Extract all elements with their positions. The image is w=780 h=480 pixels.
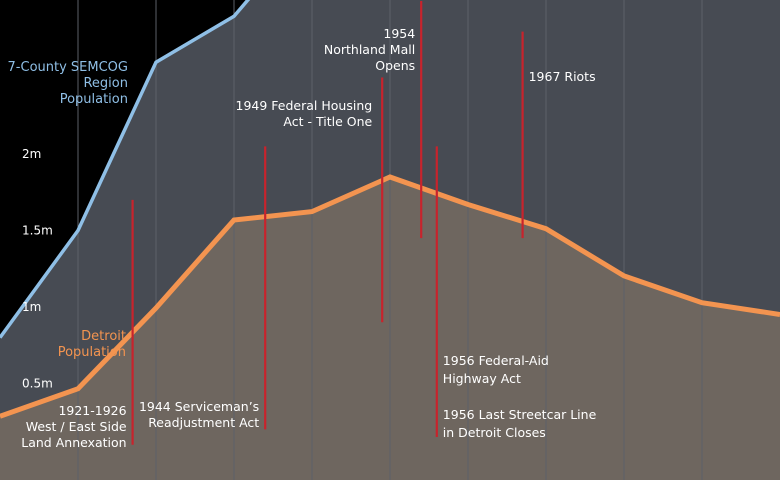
series-labels: 7-County SEMCOG Region Population Detroit Po… <box>8 60 128 360</box>
y-tick-labels: 0.5m 1m 1.5m 2m <box>22 147 53 391</box>
detroit-series-label: Detroit Population <box>58 329 126 360</box>
annotation-label: 1967 Riots <box>529 69 596 84</box>
annotation-label: 1949 Federal Housing Act - Title One <box>236 98 373 129</box>
y-tick-label: 1m <box>22 300 41 314</box>
semcog-line <box>0 0 251 339</box>
annotation-label: 1921-1926 West / East Side Land Annexation <box>21 403 127 450</box>
annotation-label: 1944 Serviceman’s Readjustment Act <box>139 399 259 430</box>
y-tick-label: 0.5m <box>22 377 53 391</box>
semcog-series-label: 7-County SEMCOG Region Population <box>8 60 128 107</box>
y-tick-label: 2m <box>22 147 41 161</box>
gridlines <box>77 0 703 480</box>
detroit-line <box>0 174 780 419</box>
annotation-label: 1954 Northland Mall Opens <box>324 26 415 73</box>
annotation-label: 1956 Federal-Aid Highway Act 1956 Last Str… <box>443 353 597 440</box>
annotations: 1921-1926 West / East Side Land Annexation… <box>21 1 597 450</box>
y-tick-label: 1.5m <box>22 224 53 238</box>
